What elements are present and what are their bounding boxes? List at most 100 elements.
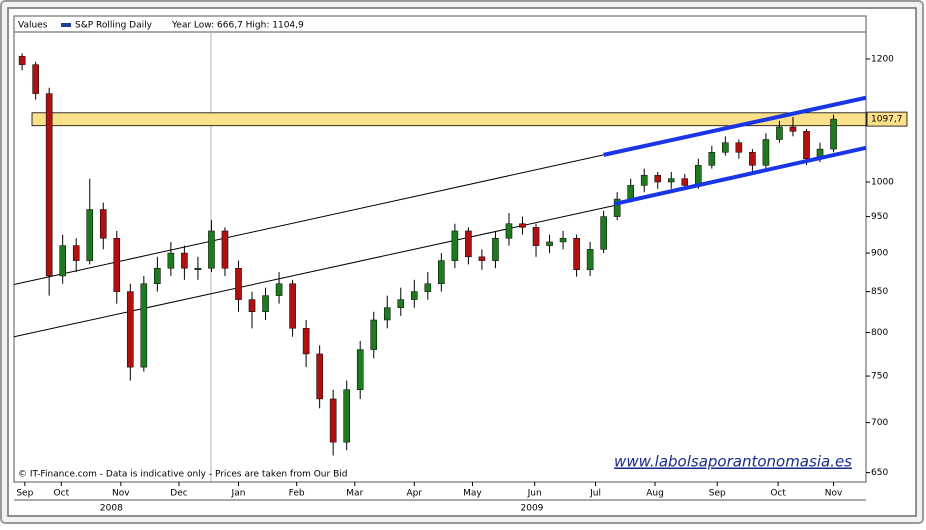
candle-body [627, 185, 634, 200]
y-tick-label: 650 [871, 468, 888, 478]
candle-body [316, 353, 323, 400]
x-tick-label: Jan [231, 489, 246, 499]
candle-body [451, 230, 459, 261]
x-tick-label: Nov [825, 489, 843, 499]
candle-body [99, 209, 107, 239]
candle-body [72, 245, 80, 261]
legend-label: S&P Rolling Daily [75, 21, 153, 31]
resistance-band [31, 112, 867, 127]
candle-body [194, 267, 202, 271]
y-tick-label: 800 [871, 328, 888, 338]
candle-body [654, 175, 662, 183]
x-tick-label: Sep [16, 489, 33, 499]
candle-body [438, 260, 445, 284]
candle-body [640, 175, 648, 186]
candle-body [221, 230, 229, 269]
candle-body [803, 131, 810, 160]
candle-body [519, 223, 526, 228]
candle-body [411, 291, 418, 300]
trend-line [603, 95, 867, 157]
candle-body [262, 295, 269, 313]
candle-body [465, 230, 472, 258]
candle-body [776, 126, 783, 140]
trend-line [13, 154, 604, 286]
candle-body [356, 349, 364, 390]
plot-area [13, 15, 867, 483]
candle-body [248, 299, 256, 313]
trend-line [13, 204, 619, 338]
candle-body [397, 299, 405, 308]
candle-body [789, 126, 797, 132]
candle-body [762, 139, 770, 166]
candle-body [235, 267, 242, 300]
candle-body [532, 227, 540, 246]
x-tick-label: Jun [527, 489, 542, 499]
candle-body [559, 237, 567, 243]
candle-body [695, 165, 702, 186]
candle-body [424, 283, 432, 292]
y-tick-label: 850 [871, 287, 888, 297]
x-tick-label: Oct [770, 489, 786, 499]
candle-body [586, 249, 594, 271]
x-tick-label: Feb [289, 489, 305, 499]
x-tick-label: Dec [170, 489, 187, 499]
footnote: © IT-Finance.com - Data is indicative on… [18, 470, 347, 480]
x-tick-label: Apr [407, 489, 423, 499]
y-tick-label: 750 [871, 372, 888, 382]
year-label: 2009 [521, 504, 544, 514]
candle-body [546, 241, 553, 246]
x-tick-label: May [463, 489, 482, 499]
x-tick-label: Aug [646, 489, 664, 499]
candle-body [830, 118, 837, 150]
candle-body [735, 142, 743, 153]
candle-body [749, 152, 756, 166]
candle-body [275, 283, 283, 296]
candle-body [140, 283, 148, 368]
candle-body [127, 291, 134, 368]
x-tick-label: Mar [346, 489, 363, 499]
legend-swatch [61, 23, 71, 27]
candle-body [32, 64, 39, 94]
candle-body [18, 55, 26, 65]
year-label: 2008 [100, 504, 123, 514]
candle-body [383, 307, 391, 321]
x-tick-label: Nov [112, 489, 130, 499]
candle-body [167, 252, 175, 269]
y-tick-label: 1000 [871, 177, 894, 187]
candle-body [86, 209, 94, 261]
y-tick-label: 1200 [871, 54, 894, 64]
candle-body [492, 237, 499, 261]
legend-note: Year Low: 666,7 High: 1104,9 [171, 21, 304, 31]
candle-body [181, 252, 188, 269]
y-tick-label: 700 [871, 418, 888, 428]
x-tick-label: Sep [709, 489, 726, 499]
trend-line [614, 145, 867, 206]
candle-body [329, 398, 337, 443]
candle-body [289, 283, 296, 329]
candle-body [343, 389, 350, 443]
last-value-label: 1097,7 [871, 115, 903, 125]
candle-body [681, 178, 689, 186]
candle-body [113, 237, 121, 292]
x-tick-label: Oct [54, 489, 70, 499]
candle-body [708, 152, 716, 166]
candle-body [573, 237, 580, 271]
legend-title: Values [18, 21, 48, 31]
candle-body [208, 230, 215, 269]
candle-body [45, 93, 53, 277]
candle-body [478, 256, 486, 261]
candle-body [505, 223, 513, 239]
candle-body [370, 319, 378, 350]
y-tick-label: 950 [871, 212, 888, 222]
candle-body [722, 142, 729, 153]
candle-body [59, 245, 66, 277]
candle-body [613, 198, 621, 217]
candle-body [600, 216, 607, 250]
y-tick-label: 900 [871, 249, 888, 259]
candle-body [667, 178, 675, 183]
watermark: www.labolsaporantonomasia.es [614, 453, 852, 471]
candle-body [154, 267, 161, 284]
last-value-box [866, 111, 908, 127]
candle-body [302, 328, 310, 355]
